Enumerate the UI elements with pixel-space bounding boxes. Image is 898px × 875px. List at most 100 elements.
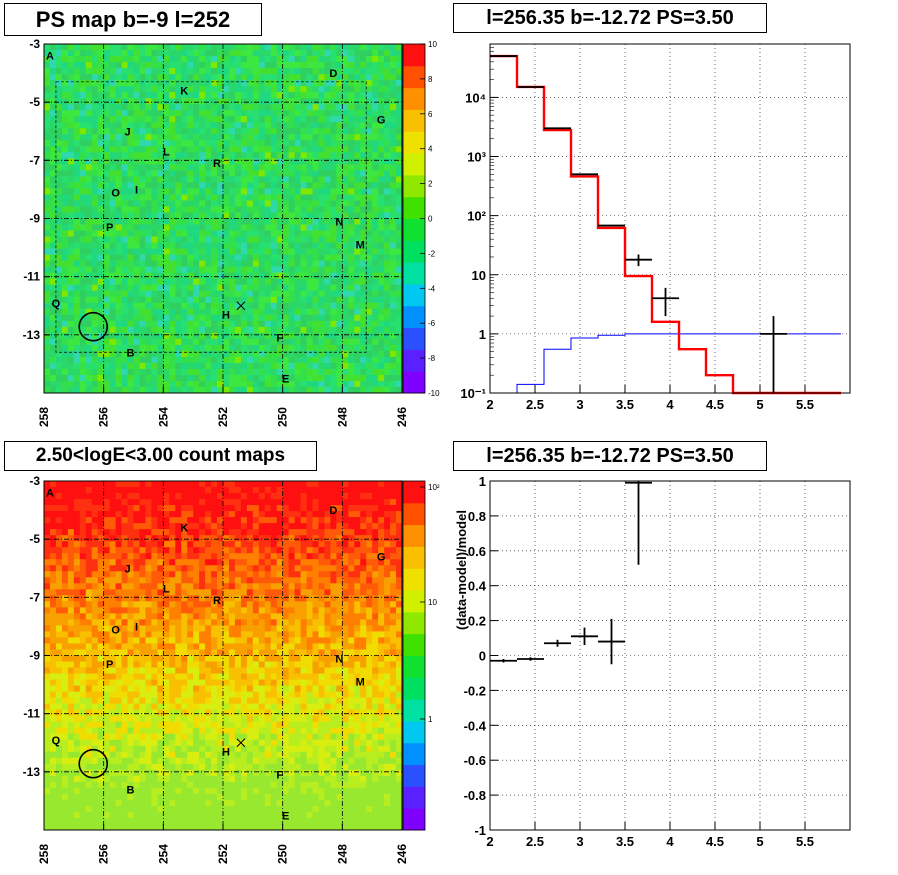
spectrum-x-tick-label: 4 xyxy=(666,397,674,412)
map-x-tick-label: 256 xyxy=(97,407,111,427)
ps-colorbar-tick-label: 10 xyxy=(428,40,437,49)
source-label-R: R xyxy=(213,595,221,607)
source-label-A: A xyxy=(46,488,54,500)
count-colorbar-swatch xyxy=(403,742,425,766)
map-y-tick-label: -3 xyxy=(29,37,40,51)
source-label-D: D xyxy=(329,68,337,80)
source-label-M: M xyxy=(356,240,365,252)
map-y-tick-label: -11 xyxy=(23,707,40,721)
residual-x-tick-label: 3.5 xyxy=(616,834,634,849)
residual-y-tick-label: 0.8 xyxy=(468,509,486,524)
source-label-M: M xyxy=(356,677,365,689)
cross-marker xyxy=(236,301,246,311)
map-x-tick-label: 250 xyxy=(276,407,290,427)
source-label-R: R xyxy=(213,158,221,170)
ps-colorbar-tick-label: 0 xyxy=(428,215,433,224)
residual-x-tick-label: 4 xyxy=(666,834,674,849)
count-colorbar-swatch xyxy=(403,699,425,722)
count-colorbar-swatch xyxy=(403,524,425,547)
ps-colorbar-swatch xyxy=(403,131,425,154)
residual-y-tick-label: 1 xyxy=(479,474,486,489)
ps-colorbar-swatch xyxy=(403,87,425,110)
map-y-tick-label: -5 xyxy=(29,532,40,546)
roi-boundary xyxy=(55,81,367,353)
source-label-H: H xyxy=(222,746,230,758)
map-x-tick-label: 252 xyxy=(216,844,230,864)
spectrum-plot-bg xyxy=(490,44,850,393)
map-y-tick-label: -9 xyxy=(29,212,40,226)
map-x-tick-label: 252 xyxy=(216,407,230,427)
ps-colorbar-swatch xyxy=(403,153,425,176)
count-colorbar-swatch xyxy=(403,568,425,591)
source-circle-marker xyxy=(78,311,109,342)
residual-y-tick-label: -0.8 xyxy=(464,788,486,803)
count-colorbar-tick-label: 1 xyxy=(428,715,433,724)
ps-map-title: PS map b=-9 l=252 xyxy=(4,3,262,36)
count-colorbar-swatch xyxy=(403,502,425,526)
count-colorbar-swatch xyxy=(403,546,425,569)
source-label-P: P xyxy=(106,659,113,671)
ps-colorbar-tick-label: -6 xyxy=(428,319,436,328)
ps-colorbar-swatch xyxy=(403,327,425,350)
ps-colorbar-swatch xyxy=(403,65,425,89)
source-label-G: G xyxy=(377,115,386,127)
source-label-J: J xyxy=(124,563,130,575)
source-label-N: N xyxy=(335,216,343,228)
source-label-K: K xyxy=(180,86,188,98)
ps-colorbar-swatch xyxy=(403,109,425,132)
map-y-tick-label: -11 xyxy=(23,270,40,284)
spectrum-title: l=256.35 b=-12.72 PS=3.50 xyxy=(453,3,767,33)
residual-x-tick-label: 5.5 xyxy=(796,834,814,849)
residual-x-tick-label: 2 xyxy=(486,834,493,849)
count-colorbar-swatch xyxy=(403,590,425,613)
residual-title: l=256.35 b=-12.72 PS=3.50 xyxy=(453,441,767,471)
source-label-O: O xyxy=(111,187,120,199)
ps-colorbar-tick-label: 2 xyxy=(428,180,433,189)
map-y-tick-label: -13 xyxy=(23,328,41,342)
ps-colorbar-tick-label: -10 xyxy=(428,389,440,398)
count-colorbar-frame xyxy=(402,480,426,831)
map-y-tick-label: -7 xyxy=(29,153,40,167)
residual-y-tick-label: -0.2 xyxy=(464,683,486,698)
source-label-D: D xyxy=(329,505,337,517)
residual-y-axis-label: (data-model)/model xyxy=(454,510,469,630)
source-label-F: F xyxy=(276,333,283,345)
source-label-E: E xyxy=(282,373,289,385)
spectrum-x-tick-label: 3.5 xyxy=(616,397,634,412)
count-colorbar-swatch xyxy=(403,786,425,809)
source-label-H: H xyxy=(222,309,230,321)
ps-colorbar-tick-label: -4 xyxy=(428,284,436,293)
residual-x-tick-label: 4.5 xyxy=(706,834,724,849)
ps-colorbar-swatch xyxy=(403,349,425,372)
cross-marker xyxy=(236,738,246,748)
source-label-I: I xyxy=(135,184,138,196)
map-x-tick-label: 250 xyxy=(276,844,290,864)
count-colorbar-swatch xyxy=(403,611,425,635)
ps-colorbar-swatch xyxy=(403,262,425,285)
ps-colorbar-tick-label: 6 xyxy=(428,110,433,119)
map-y-tick-label: -7 xyxy=(29,590,40,604)
source-label-F: F xyxy=(276,770,283,782)
ps-colorbar-swatch xyxy=(403,371,425,394)
source-label-O: O xyxy=(111,624,120,636)
count-colorbar-swatch xyxy=(403,481,425,504)
source-label-I: I xyxy=(135,621,138,633)
residual-y-tick-label: -0.6 xyxy=(464,753,486,768)
ps-colorbar-swatch xyxy=(403,44,425,67)
source-label-A: A xyxy=(46,51,54,63)
source-label-Q: Q xyxy=(52,735,61,747)
source-label-N: N xyxy=(335,653,343,665)
map-x-tick-label: 254 xyxy=(156,844,170,864)
residual-y-tick-label: 0.6 xyxy=(468,544,486,559)
map-x-tick-label: 248 xyxy=(335,844,349,864)
map-y-tick-label: -3 xyxy=(29,474,40,488)
count-map-pixels xyxy=(44,481,403,831)
count-colorbar-swatch xyxy=(403,677,425,700)
map-x-tick-label: 254 xyxy=(156,407,170,427)
ps-colorbar-tick-label: -2 xyxy=(428,249,436,258)
count-colorbar-swatch xyxy=(403,764,425,787)
map-x-tick-label: 258 xyxy=(37,844,51,864)
spectrum-x-tick-label: 4.5 xyxy=(706,397,724,412)
residual-y-tick-label: -1 xyxy=(474,823,486,838)
